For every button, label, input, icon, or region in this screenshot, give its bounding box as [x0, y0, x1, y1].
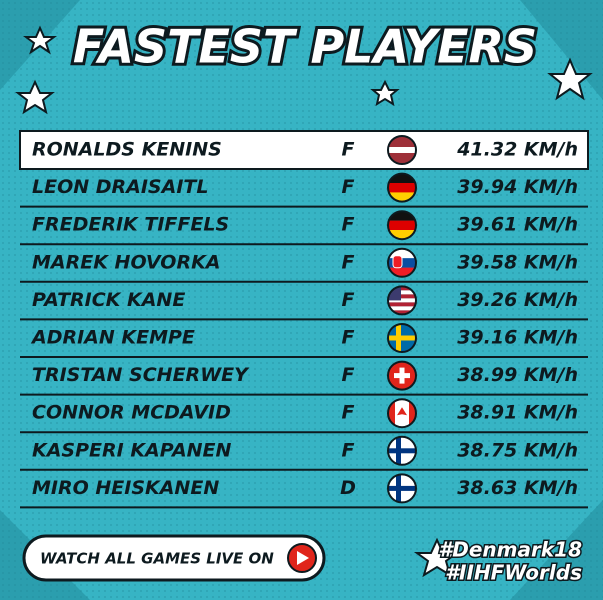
speed: 38.99 KM/h	[457, 364, 578, 386]
flag-part	[388, 448, 416, 454]
position: F	[342, 214, 355, 236]
flag-part	[394, 373, 410, 379]
position: F	[342, 439, 355, 461]
flag-part	[388, 173, 416, 184]
title: FASTEST PLAYERS	[73, 20, 537, 74]
flag-border	[387, 360, 417, 391]
player-name: PATRICK KANE	[32, 289, 185, 311]
position: F	[342, 139, 355, 161]
speed: 38.75 KM/h	[457, 439, 578, 461]
flag-part	[388, 335, 416, 341]
flag-border	[387, 473, 417, 504]
flag-part	[388, 192, 416, 202]
position: D	[340, 477, 356, 499]
position: F	[342, 364, 355, 386]
hashtag: #IIHFWorlds	[445, 561, 582, 585]
player-name: ADRIAN KEMPE	[30, 327, 195, 349]
player-name: LEON DRAISAITL	[32, 176, 208, 198]
flag-part	[388, 183, 416, 193]
flag-part	[388, 267, 416, 277]
highlight-row	[19, 130, 589, 170]
player-name: CONNOR MCDAVID	[32, 402, 231, 424]
speed: 39.58 KM/h	[457, 251, 578, 273]
flag-part	[388, 211, 416, 221]
player-name: MIRO HEISKANEN	[32, 477, 219, 499]
flag-part	[388, 290, 416, 295]
speed: 39.61 KM/h	[457, 214, 578, 236]
flag-border	[387, 323, 417, 353]
flag	[388, 173, 416, 202]
flag-part	[388, 306, 416, 311]
flag-part	[388, 485, 416, 491]
flag-border	[387, 398, 417, 429]
hashtag: #Denmark18	[438, 538, 582, 562]
speed: 38.91 KM/h	[457, 402, 578, 424]
stars	[15, 25, 593, 578]
flag	[388, 248, 416, 277]
player-name: TRISTAN SCHERWEY	[32, 364, 250, 386]
flag-border	[387, 172, 417, 203]
position: F	[342, 327, 355, 349]
speed: 38.63 KM/h	[457, 477, 578, 499]
flag-part	[388, 298, 416, 303]
flag-part	[388, 230, 416, 240]
position: F	[342, 176, 355, 198]
player-name: FREDERIK TIFFELS	[32, 214, 229, 236]
flag-part	[388, 248, 416, 259]
button-text: WATCH ALL GAMES LIVE ON	[40, 550, 274, 568]
position: F	[342, 402, 355, 424]
flag-part	[388, 220, 416, 231]
flag	[388, 211, 416, 240]
position: F	[342, 289, 355, 311]
flag-part	[388, 310, 416, 315]
flag-border	[387, 210, 417, 241]
flag-part	[388, 147, 416, 153]
flag-part	[388, 302, 416, 307]
flag-border	[387, 285, 417, 316]
flag-part	[392, 255, 403, 269]
flag-part	[388, 286, 416, 291]
table: RONALDS KENINS F 41.32 KM/h LEON DRAISAITL F…	[19, 130, 589, 509]
player-name: RONALDS KENINS	[32, 139, 222, 161]
speed: 39.16 KM/h	[457, 327, 578, 349]
flag-border	[387, 135, 417, 165]
watch-button[interactable]: WATCH ALL GAMES LIVE ON	[22, 534, 326, 582]
flag-border	[387, 435, 417, 466]
position: F	[342, 251, 355, 273]
flag-border	[387, 247, 417, 278]
flag-part	[388, 294, 416, 299]
flag-part	[397, 407, 407, 416]
speed: 41.32 KM/h	[456, 139, 578, 161]
speed: 39.26 KM/h	[457, 289, 578, 311]
player-name: MAREK HOVORKA	[32, 251, 221, 273]
speed: 39.94 KM/h	[457, 176, 578, 198]
player-name: KASPERI KAPANEN	[32, 439, 232, 461]
